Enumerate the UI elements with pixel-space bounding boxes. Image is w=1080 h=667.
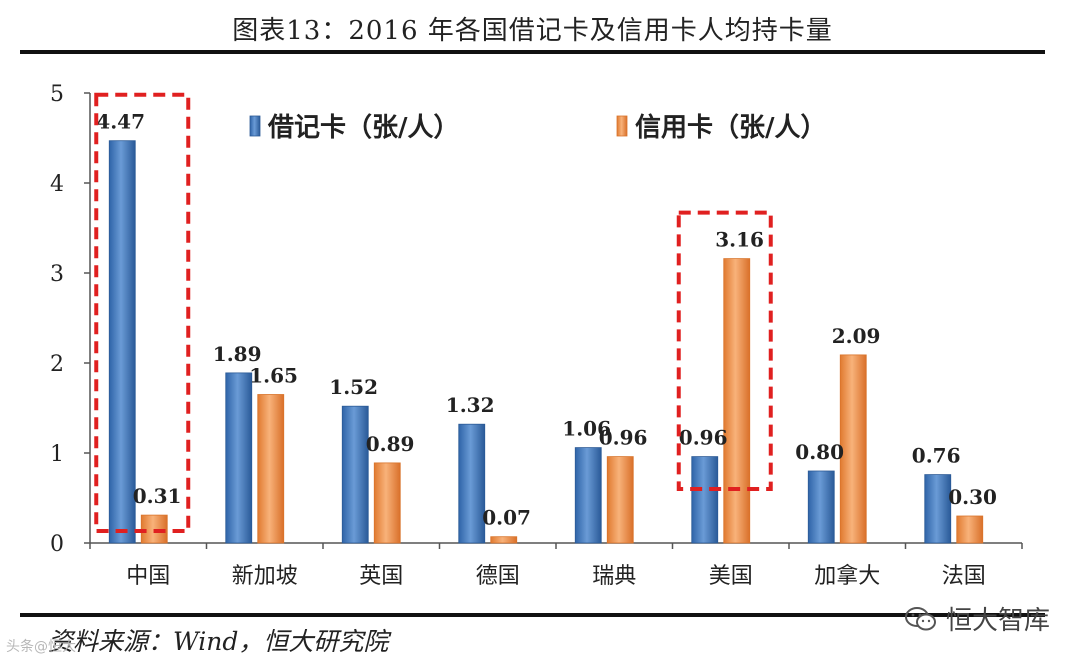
debit-value-label: 1.06 (562, 417, 611, 441)
bars (108, 140, 984, 544)
debit-value-label: 0.96 (679, 426, 728, 450)
title-rule (20, 50, 1045, 54)
x-category-label: 美国 (709, 564, 753, 589)
credit-bar (956, 515, 984, 544)
credit-value-label: 2.09 (832, 324, 881, 348)
x-category-label: 加拿大 (814, 563, 880, 589)
source-rule (20, 613, 1045, 617)
watermark-text: 恒大智库 (945, 606, 1050, 636)
debit-bar (458, 423, 486, 544)
y-tick-label: 4 (50, 172, 64, 197)
credit-value-label: 1.65 (249, 364, 298, 388)
source-note: 资料来源：Wind，恒大研究院 (48, 627, 389, 656)
y-tick-label: 5 (50, 82, 64, 107)
legend-debit-swatch (249, 115, 261, 137)
credit-bar (839, 354, 867, 544)
debit-bar (574, 447, 602, 544)
legend-credit-label: 信用卡（张/人） (635, 113, 827, 143)
credit-bar (257, 394, 285, 544)
corner-watermark: 头条@恒大 (6, 639, 76, 655)
debit-bar (341, 405, 369, 544)
debit-value-label: 1.32 (446, 393, 495, 417)
credit-bar (373, 462, 401, 544)
debit-value-label: 1.89 (213, 342, 262, 366)
credit-bar (723, 258, 751, 544)
chart-title: 图表13：2016 年各国借记卡及信用卡人均持卡量 (232, 16, 833, 46)
credit-value-label: 0.30 (948, 485, 997, 509)
highlight-box (676, 210, 773, 491)
legend: 借记卡（张/人） 信用卡（张/人） (249, 113, 827, 143)
debit-bar (924, 474, 952, 544)
debit-bar (807, 470, 835, 544)
debit-value-label: 0.76 (912, 444, 961, 468)
debit-value-label: 0.80 (795, 440, 844, 464)
y-tick-label: 2 (50, 352, 64, 377)
x-category-label: 德国 (476, 564, 520, 589)
highlight-box (94, 92, 191, 533)
x-category-label: 英国 (359, 564, 403, 589)
x-category-label: 法国 (942, 564, 986, 589)
wechat-icon (904, 606, 936, 630)
credit-value-label: 0.07 (482, 506, 531, 530)
value-labels: 4.471.891.521.321.06 0.960.80 0.760.311.65… (96, 110, 997, 530)
debit-value-label: 4.47 (96, 110, 145, 134)
legend-debit-label: 借记卡（张/人） (267, 113, 460, 143)
y-tick-label: 1 (50, 442, 64, 467)
highlight-boxes (94, 92, 773, 533)
debit-bar (225, 372, 253, 544)
y-tick-label: 0 (50, 532, 64, 557)
x-category-label: 新加坡 (232, 564, 298, 589)
debit-bar (691, 456, 719, 544)
credit-value-label: 0.89 (366, 432, 415, 456)
watermark: 恒大智库 (904, 600, 1050, 637)
credit-value-label: 0.96 (599, 426, 648, 450)
legend-credit-swatch (616, 115, 628, 137)
credit-value-label: 3.16 (715, 228, 764, 252)
debit-bar (108, 140, 136, 544)
credit-value-label: 0.31 (133, 484, 182, 508)
credit-bar (606, 456, 634, 544)
x-category-label: 中国 (126, 564, 170, 589)
y-tick-label: 3 (50, 262, 64, 287)
credit-bar (490, 536, 518, 544)
debit-value-label: 1.52 (329, 375, 378, 399)
x-category-label: 瑞典 (592, 564, 636, 589)
